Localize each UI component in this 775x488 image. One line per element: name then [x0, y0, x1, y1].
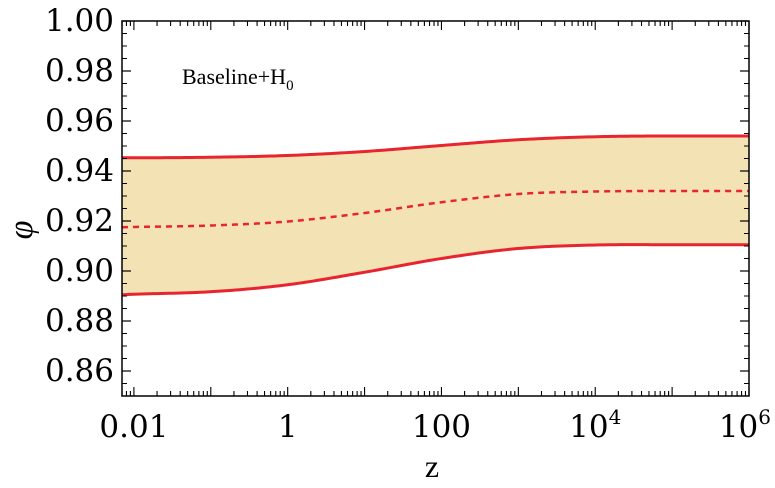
confidence-band [122, 136, 749, 295]
y-tick-label: 0.98 [45, 53, 114, 89]
y-tick-label: 0.92 [45, 203, 114, 239]
upper-bound-line [122, 134, 749, 160]
x-tick-label: 100 [412, 409, 471, 445]
y-tick-label: 0.96 [45, 103, 114, 139]
y-tick-label: 1.00 [45, 3, 114, 39]
annotation-label: Baseline+H0 [182, 64, 294, 94]
y-tick-label: 0.88 [45, 303, 114, 339]
ticks: 0.86 0.88 0.90 0.92 0.94 0.96 0.98 1.00 0.01 1 100… [45, 3, 771, 445]
x-axis-label: z [425, 448, 439, 484]
lower-bound-line [121, 243, 749, 297]
central-dashed-line [121, 189, 749, 229]
y-axis-label: φ [3, 221, 40, 240]
x-tick-label: 1 [278, 409, 298, 445]
x-tick-label: 0.01 [99, 409, 168, 445]
y-tick-label: 0.86 [45, 353, 114, 389]
annotation: Baseline+H0 [182, 64, 294, 94]
y-tick-label: 0.94 [45, 153, 114, 189]
y-tick-label: 0.90 [45, 253, 114, 289]
x-tick-label: 104 [569, 405, 621, 445]
x-tick-label: 106 [719, 405, 771, 445]
